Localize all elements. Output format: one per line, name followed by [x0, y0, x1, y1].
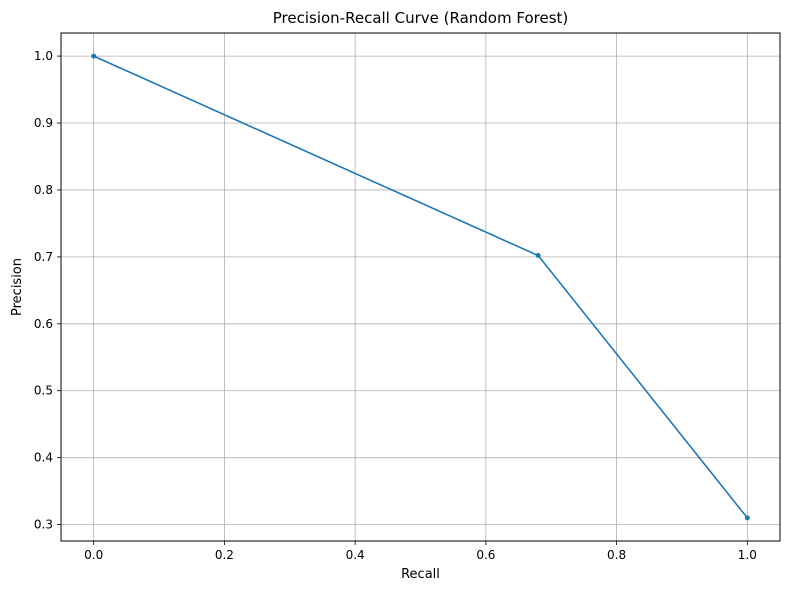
y-tick-label: 0.6: [34, 317, 53, 331]
y-tick-label: 0.7: [34, 250, 53, 264]
x-tick-label: 0.6: [476, 548, 495, 562]
plot-area-frame: [60, 32, 781, 542]
y-tick-label: 0.5: [34, 384, 53, 398]
pr-curve-point: [535, 253, 541, 259]
y-tick-label: 0.9: [34, 116, 53, 130]
grid-lines: [61, 33, 780, 541]
y-tick-label: 1.0: [34, 49, 53, 63]
chart-title: Precision-Recall Curve (Random Forest): [273, 9, 569, 27]
y-tick-label: 0.4: [34, 451, 53, 465]
x-axis-label: Recall: [401, 567, 440, 582]
y-axis-label: Precision: [10, 258, 25, 316]
x-tick-label: 1.0: [738, 548, 757, 562]
y-tick-label: 0.3: [34, 518, 53, 532]
axis-ticks: 0.0 0.2 0.4 0.6 0.8 1.0 0.3 0.4 0.5 0.6 0.7 0.8 0.9 1…: [34, 49, 757, 562]
x-tick-label: 0.0: [84, 548, 103, 562]
y-tick-label: 0.8: [34, 183, 53, 197]
pr-curve-point: [91, 53, 97, 59]
series-group: [91, 53, 750, 521]
x-tick-label: 0.2: [215, 548, 234, 562]
x-tick-label: 0.8: [607, 548, 626, 562]
x-tick-label: 0.4: [346, 548, 365, 562]
pr-curve-point: [744, 515, 750, 521]
